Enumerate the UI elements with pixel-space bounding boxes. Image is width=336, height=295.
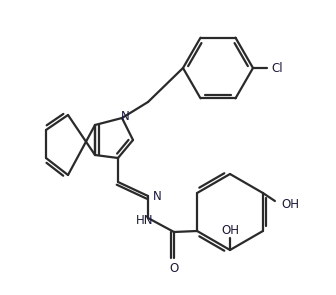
Text: HN: HN [136, 214, 154, 227]
Text: N: N [153, 189, 162, 202]
Text: Cl: Cl [271, 61, 283, 75]
Text: O: O [169, 261, 179, 275]
Text: OH: OH [221, 224, 239, 237]
Text: N: N [121, 109, 129, 122]
Text: OH: OH [281, 199, 299, 212]
